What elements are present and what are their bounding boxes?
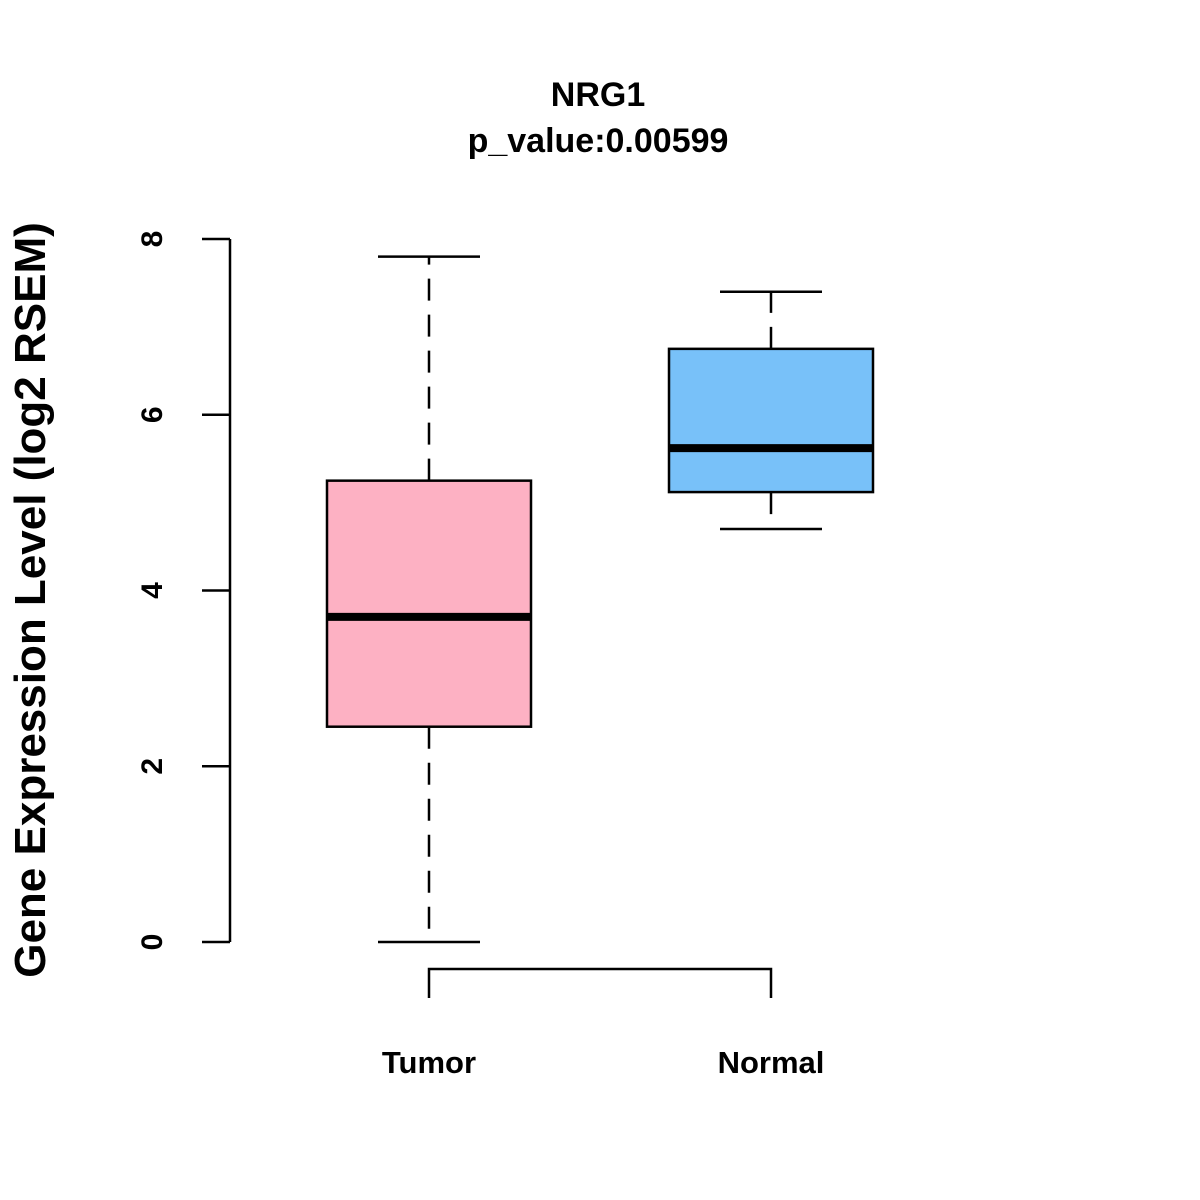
- y-tick-label: 2: [136, 758, 169, 775]
- box-group: [325, 255, 875, 944]
- y-tick-label: 6: [136, 406, 169, 423]
- chart-subtitle: p_value:0.00599: [468, 122, 729, 160]
- bracket-line: [427, 967, 773, 998]
- x-axis-labels: Tumor Normal: [382, 1045, 824, 1080]
- x-label-normal: Normal: [718, 1045, 825, 1080]
- box-iqr: [667, 347, 875, 494]
- y-axis-label: Gene Expression Level (log2 RSEM): [6, 222, 55, 978]
- box-normal: [667, 290, 875, 531]
- y-axis: 0 2 4 6 8: [136, 231, 232, 951]
- x-label-tumor: Tumor: [382, 1045, 476, 1080]
- box-tumor: [325, 255, 533, 944]
- y-tick-label: 4: [136, 582, 169, 599]
- box-iqr: [325, 479, 533, 728]
- chart-title: NRG1: [551, 76, 645, 114]
- y-tick-label: 0: [136, 934, 169, 951]
- y-tick-label: 8: [136, 231, 169, 248]
- comparison-bracket: [427, 967, 773, 998]
